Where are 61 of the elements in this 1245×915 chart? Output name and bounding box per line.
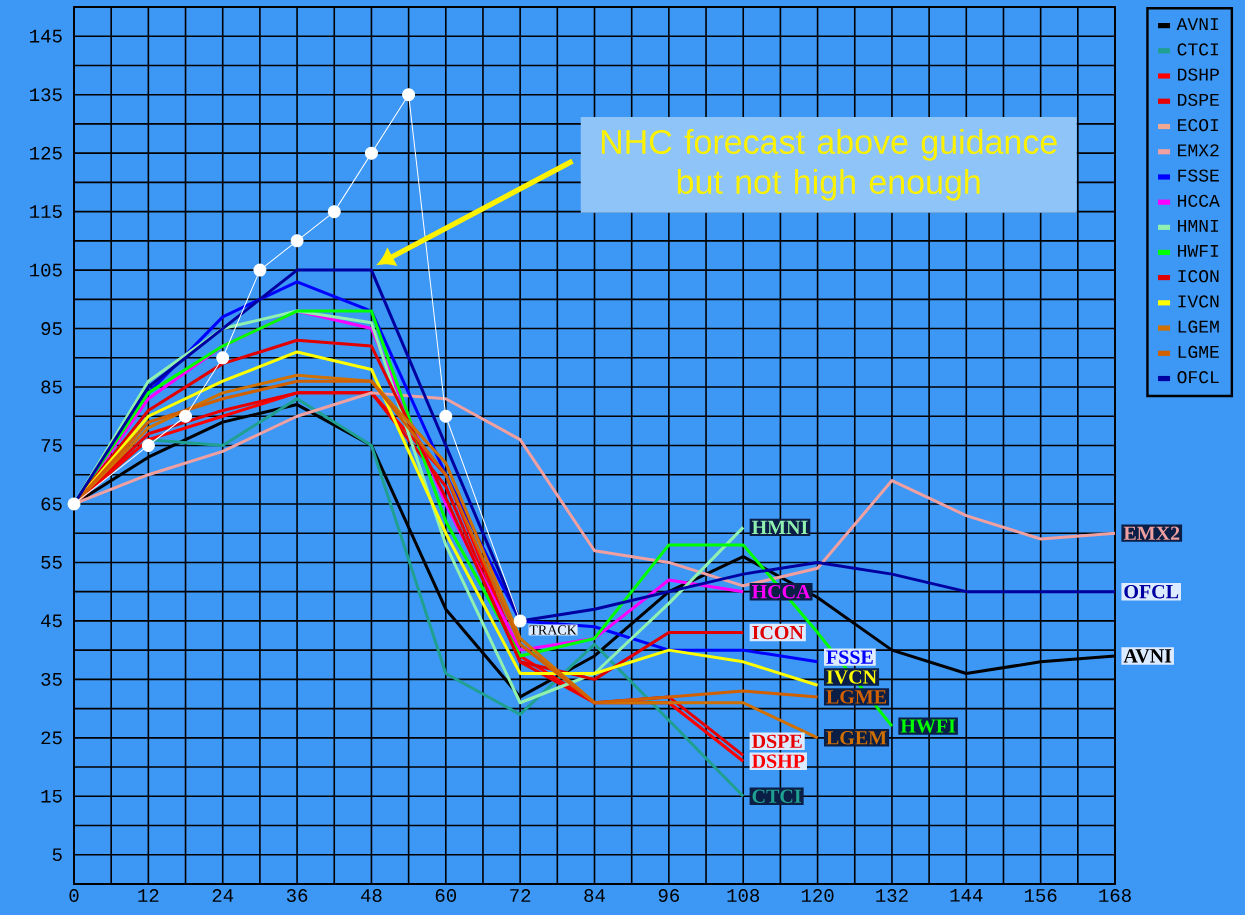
- text: CTCI: [752, 789, 801, 804]
- y-tick-label: 75: [41, 439, 62, 452]
- text: IVCN: [826, 670, 877, 684]
- text: ICON: [752, 625, 804, 640]
- annotation: TRACK: [529, 625, 577, 635]
- legend-label: LGME: [1178, 345, 1219, 358]
- legend-label: DSHP: [1178, 68, 1219, 81]
- y-tick-label: 105: [30, 263, 62, 277]
- y-tick-label: 25: [41, 731, 62, 745]
- y-tick-label: 135: [30, 88, 62, 102]
- text: HMNI: [751, 520, 808, 534]
- x-tick-label: 60: [435, 889, 457, 902]
- legend-label: IVCN: [1178, 295, 1219, 308]
- text: HWFI: [900, 719, 956, 733]
- legend-label: LGEM: [1178, 320, 1219, 333]
- legend-label: AVNI: [1176, 18, 1219, 31]
- x-tick-label: 96: [658, 889, 680, 902]
- y-tick-label: 125: [30, 146, 62, 160]
- legend-label: HCCA: [1178, 194, 1220, 207]
- x-tick-label: 84: [584, 889, 605, 902]
- y-tick-label: 5: [52, 848, 62, 862]
- x-tick-label: 12: [138, 889, 159, 902]
- text: HCCA: [751, 584, 811, 599]
- text: DSHP: [751, 754, 805, 768]
- x-tick-label: 48: [360, 889, 382, 902]
- legend-label: ICON: [1178, 270, 1219, 283]
- text: FSSE: [826, 650, 873, 664]
- y-tick-label: 85: [41, 380, 62, 394]
- text: LGEM: [826, 731, 887, 745]
- x-tick-label: 0: [69, 889, 79, 902]
- x-tick-label: 144: [950, 889, 983, 902]
- y-tick-label: 35: [41, 672, 62, 686]
- text: AVNI: [1123, 649, 1172, 663]
- x-tick-label: 36: [286, 889, 308, 902]
- legend-label: HWFI: [1178, 245, 1219, 257]
- text: LGME: [826, 690, 887, 704]
- y-tick-label: 145: [30, 29, 62, 43]
- x-tick-label: 132: [876, 889, 908, 902]
- x-tick-label: 168: [1099, 889, 1131, 902]
- text: OFCL: [1124, 584, 1179, 599]
- annotation: NHC forecast above guidance but not high enough: [601, 129, 1057, 201]
- y-tick-label: 65: [41, 497, 62, 511]
- legend-label: HMNI: [1178, 219, 1219, 232]
- y-tick-label: 95: [41, 322, 62, 336]
- x-tick-label: 24: [212, 889, 234, 902]
- y-tick-label: 15: [41, 789, 62, 803]
- text: DSPE: [751, 734, 802, 749]
- legend-label: EMX2: [1178, 144, 1219, 157]
- legend-label: ECOI: [1178, 118, 1219, 132]
- y-tick-label: 115: [30, 205, 62, 218]
- legend-label: FSSE: [1178, 169, 1219, 182]
- legend-label: DSPE: [1178, 93, 1219, 106]
- x-tick-label: 156: [1024, 889, 1057, 902]
- x-tick-label: 108: [727, 889, 760, 902]
- y-tick-label: 45: [41, 614, 62, 628]
- x-tick-label: 120: [801, 889, 834, 902]
- y-tick-label: 55: [41, 556, 62, 569]
- text: EMX2: [1123, 526, 1180, 540]
- x-tick-label: 72: [510, 889, 531, 902]
- legend-label: OFCL: [1177, 371, 1219, 384]
- legend-label: CTCI: [1177, 43, 1219, 56]
